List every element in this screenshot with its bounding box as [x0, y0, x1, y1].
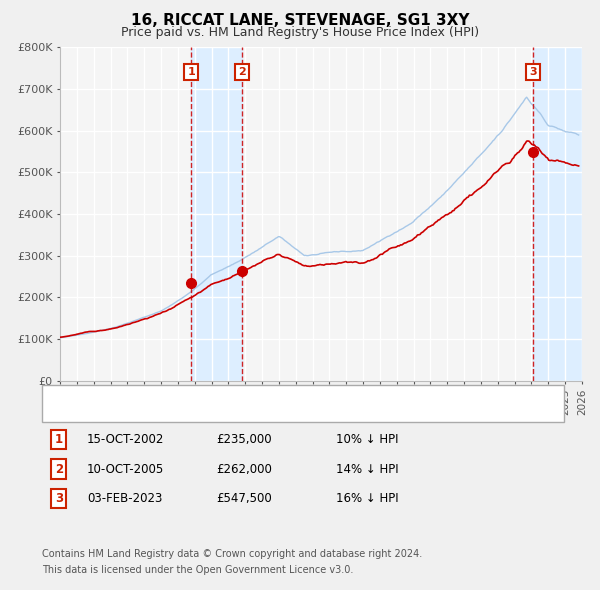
- Text: 15-OCT-2002: 15-OCT-2002: [87, 433, 164, 446]
- Text: £547,500: £547,500: [216, 492, 272, 505]
- Text: 2: 2: [55, 463, 63, 476]
- Text: 16, RICCAT LANE, STEVENAGE, SG1 3XY: 16, RICCAT LANE, STEVENAGE, SG1 3XY: [131, 13, 469, 28]
- Text: 3: 3: [55, 492, 63, 505]
- Text: 03-FEB-2023: 03-FEB-2023: [87, 492, 163, 505]
- Text: £235,000: £235,000: [216, 433, 272, 446]
- Text: 14% ↓ HPI: 14% ↓ HPI: [336, 463, 398, 476]
- Bar: [533, 47, 582, 381]
- Text: 1: 1: [187, 67, 195, 77]
- Text: Contains HM Land Registry data © Crown copyright and database right 2024.: Contains HM Land Registry data © Crown c…: [42, 549, 422, 559]
- Text: 16, RICCAT LANE, STEVENAGE, SG1 3XY (detached house): 16, RICCAT LANE, STEVENAGE, SG1 3XY (det…: [81, 391, 406, 401]
- Text: 1: 1: [55, 433, 63, 446]
- Text: 16% ↓ HPI: 16% ↓ HPI: [336, 492, 398, 505]
- Text: 10-OCT-2005: 10-OCT-2005: [87, 463, 164, 476]
- Text: HPI: Average price, detached house, Stevenage: HPI: Average price, detached house, Stev…: [81, 407, 347, 417]
- Text: 10% ↓ HPI: 10% ↓ HPI: [336, 433, 398, 446]
- Text: 2: 2: [238, 67, 245, 77]
- Bar: [191, 47, 242, 381]
- Text: Price paid vs. HM Land Registry's House Price Index (HPI): Price paid vs. HM Land Registry's House …: [121, 26, 479, 39]
- Text: £262,000: £262,000: [216, 463, 272, 476]
- Text: This data is licensed under the Open Government Licence v3.0.: This data is licensed under the Open Gov…: [42, 565, 353, 575]
- Text: 3: 3: [529, 67, 537, 77]
